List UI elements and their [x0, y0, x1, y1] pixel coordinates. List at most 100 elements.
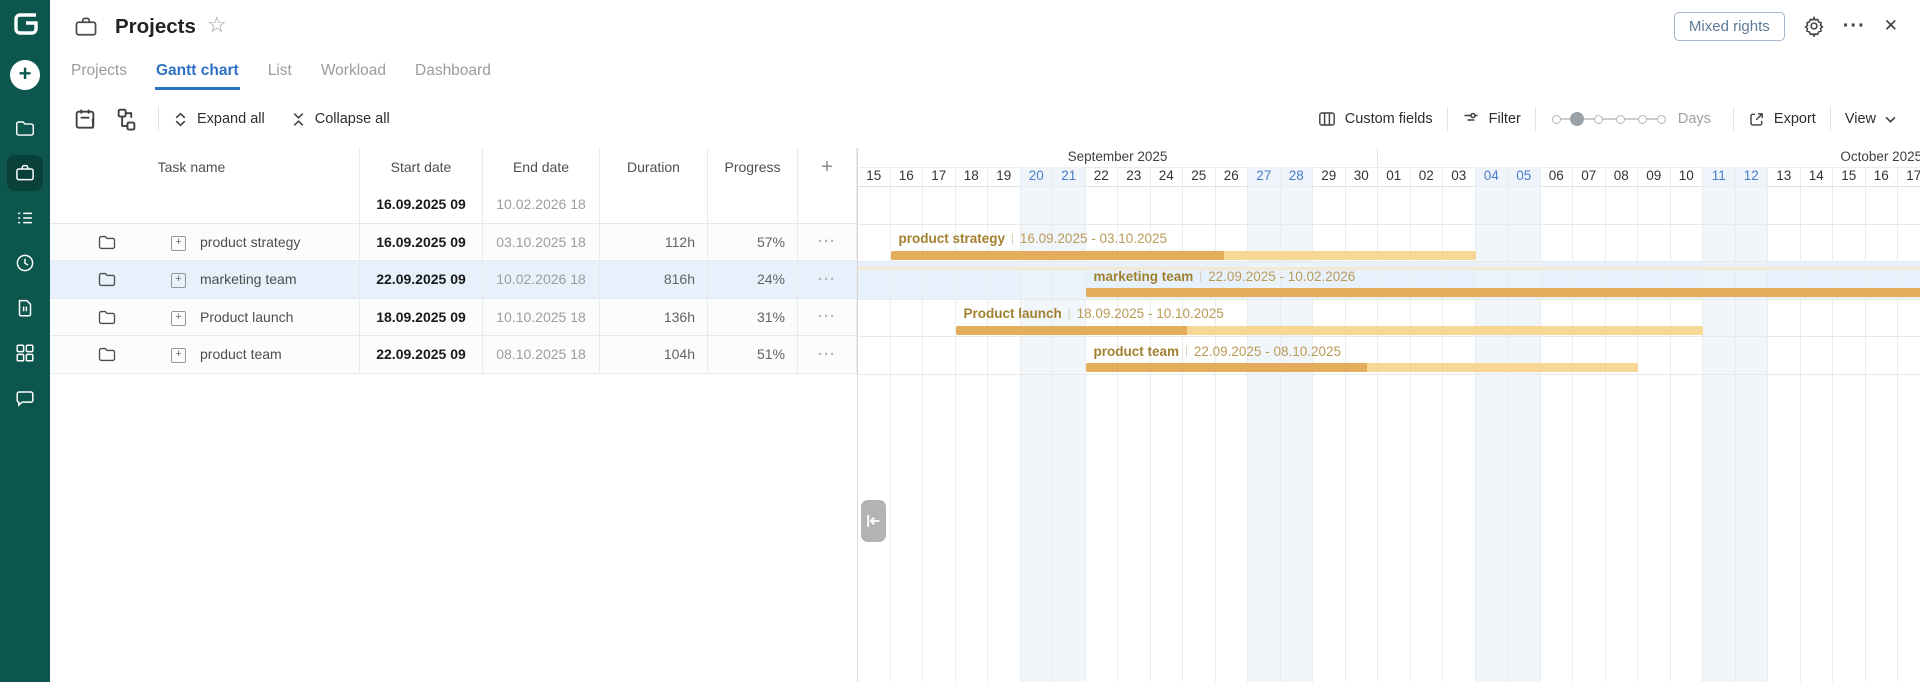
column-header-start-date[interactable]: Start date: [360, 148, 483, 186]
task-name-cell[interactable]: + marketing team: [50, 261, 360, 298]
column-header-duration[interactable]: Duration: [600, 148, 708, 186]
task-log-button[interactable]: !: [70, 103, 102, 135]
sidebar-item-integrations[interactable]: [7, 335, 43, 371]
expand-task-button[interactable]: +: [171, 235, 186, 251]
gantt-bar[interactable]: [890, 250, 1476, 260]
custom-fields-icon: [1318, 112, 1335, 126]
task-duration[interactable]: 816h: [600, 261, 708, 298]
chat-icon: [14, 387, 36, 409]
add-column-button[interactable]: +: [798, 148, 857, 186]
gantt-bar[interactable]: [1085, 363, 1638, 372]
grid-column: [1118, 186, 1151, 682]
task-start-date[interactable]: 22.09.2025 09: [360, 336, 483, 373]
sidebar-item-time-log[interactable]: [7, 245, 43, 281]
task-start-date[interactable]: 22.09.2025 09: [360, 261, 483, 298]
timeline-day-cell: 13: [1768, 167, 1801, 186]
row-menu-icon[interactable]: ···: [818, 233, 836, 251]
task-duration[interactable]: 104h: [600, 336, 708, 373]
task-progress[interactable]: 24%: [708, 261, 798, 298]
filter-button[interactable]: Filter: [1462, 110, 1521, 128]
task-duration[interactable]: 112h: [600, 223, 708, 260]
ganttpro-logo[interactable]: [0, 9, 50, 39]
gantt-bar-progress: [1085, 363, 1368, 372]
gantt-bar-label: product strategy | 16.09.2025 - 03.10.2025: [899, 229, 1168, 249]
zoom-slider-stop[interactable]: [1593, 115, 1603, 124]
task-name-cell[interactable]: + Product launch: [50, 298, 360, 335]
task-end-date[interactable]: 08.10.2025 18: [483, 336, 600, 373]
expand-task-button[interactable]: +: [171, 273, 186, 288]
timeline-day-cell: 07: [1573, 167, 1606, 186]
favorite-star-icon[interactable]: ☆: [207, 12, 227, 37]
toolbar-divider: [158, 107, 159, 131]
gantt-bar[interactable]: [955, 325, 1703, 335]
zoom-slider-handle[interactable]: [1569, 112, 1584, 126]
task-end-date[interactable]: 10.10.2025 18: [483, 298, 600, 335]
task-row: + marketing team 22.09.2025 09 10.02.2026 1…: [50, 261, 857, 299]
summary-end-date: 10.02.2026 18: [483, 186, 600, 223]
task-progress[interactable]: 31%: [708, 298, 798, 335]
task-table: Task name Start date End date Duration Progr…: [50, 148, 857, 682]
row-menu-icon[interactable]: ···: [818, 308, 836, 326]
row-menu-icon[interactable]: ···: [818, 345, 836, 363]
collapse-all-button[interactable]: Collapse all: [291, 111, 390, 127]
gantt-bar-task-name: Product launch: [963, 306, 1062, 321]
column-header-end-date[interactable]: End date: [483, 148, 600, 186]
sidebar-item-portfolio[interactable]: [7, 155, 43, 191]
timeline-day-cell: 12: [1735, 167, 1768, 186]
timeline-day-cell: 04: [1475, 167, 1508, 186]
custom-fields-button[interactable]: Custom fields: [1318, 110, 1433, 128]
timeline-day-cell: 21: [1053, 167, 1086, 186]
grid-column: [988, 186, 1021, 682]
row-menu-icon[interactable]: ···: [818, 270, 836, 288]
zoom-slider-stop[interactable]: [1637, 115, 1647, 124]
zoom-slider-stop[interactable]: [1615, 115, 1625, 124]
column-header-progress[interactable]: Progress: [708, 148, 798, 186]
timeline-day-cell: 16: [891, 167, 923, 186]
mixed-rights-button[interactable]: Mixed rights: [1673, 11, 1785, 41]
column-header-task-name[interactable]: Task name: [50, 148, 360, 186]
task-start-date[interactable]: 16.09.2025 09: [360, 223, 483, 260]
summary-bar-edge: [858, 267, 1920, 270]
task-name-cell[interactable]: + product team: [50, 336, 360, 373]
task-end-date[interactable]: 03.10.2025 18: [483, 223, 600, 260]
tab-dashboard[interactable]: Dashboard: [415, 61, 491, 79]
expand-all-button[interactable]: Expand all: [173, 111, 265, 127]
create-new-button[interactable]: +: [10, 60, 40, 90]
task-duration[interactable]: 136h: [600, 298, 708, 335]
scroll-to-task-button[interactable]: [861, 500, 886, 542]
tab-list[interactable]: List: [267, 61, 292, 79]
task-progress[interactable]: 51%: [708, 336, 798, 373]
folder-icon: [97, 344, 117, 364]
timeline-zoom-slider[interactable]: [1551, 110, 1666, 128]
task-progress[interactable]: 57%: [708, 223, 798, 260]
hierarchy-button[interactable]: [112, 103, 144, 135]
task-start-date[interactable]: 18.09.2025 09: [360, 298, 483, 335]
grid-column: [1086, 186, 1118, 682]
zoom-slider-stop[interactable]: [1551, 115, 1561, 124]
gantt-bar-label-divider: |: [1011, 232, 1014, 245]
gantt-bar[interactable]: [1085, 288, 1920, 297]
sidebar-item-reports[interactable]: [7, 290, 43, 326]
settings-gear-icon[interactable]: [1803, 15, 1825, 37]
tab-workload[interactable]: Workload: [320, 61, 386, 79]
zoom-slider-stop[interactable]: [1656, 115, 1666, 124]
export-button[interactable]: Export: [1748, 111, 1816, 128]
row-separator: [858, 336, 1920, 337]
report-icon: [14, 297, 36, 319]
sidebar-item-projects[interactable]: [7, 110, 43, 146]
task-end-date[interactable]: 10.02.2026 18: [483, 261, 600, 298]
month-section: October 2025: [1378, 148, 1920, 167]
tab-gantt-chart[interactable]: Gantt chart: [155, 52, 240, 90]
more-options-icon[interactable]: ···: [1842, 15, 1866, 37]
expand-task-button[interactable]: +: [171, 310, 186, 326]
task-name-cell[interactable]: + product strategy: [50, 223, 360, 260]
project-briefcase-icon: [73, 14, 99, 40]
expand-task-button[interactable]: +: [171, 348, 186, 363]
sidebar-item-comments[interactable]: [7, 380, 43, 416]
task-row: + product strategy 16.09.2025 09 03.10.2025…: [50, 223, 857, 261]
sidebar-item-my-tasks[interactable]: [7, 200, 43, 236]
close-icon[interactable]: ✕: [1883, 16, 1898, 35]
view-menu-button[interactable]: View: [1845, 111, 1896, 127]
tab-projects[interactable]: Projects: [71, 61, 127, 79]
